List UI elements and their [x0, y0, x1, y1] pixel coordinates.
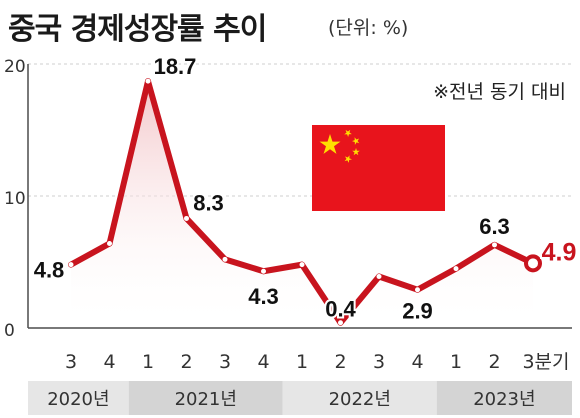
- data-label: 2.9: [402, 299, 433, 324]
- year-band: [128, 381, 283, 415]
- china-flag-icon: [312, 125, 445, 211]
- data-point: [453, 266, 459, 272]
- data-label: 18.7: [154, 54, 197, 79]
- data-point: [184, 215, 189, 221]
- series-segment: [299, 261, 344, 326]
- x-tick-label: 1: [296, 351, 308, 373]
- x-tick-label: 4: [103, 351, 115, 373]
- data-label: 4.3: [248, 284, 279, 309]
- year-band: [282, 381, 437, 415]
- x-tick-label: 2: [334, 351, 346, 373]
- data-point: [68, 262, 74, 268]
- series-segment: [68, 240, 113, 268]
- data-point: [299, 262, 305, 268]
- data-point: [145, 78, 151, 84]
- data-point: [415, 287, 420, 293]
- x-tick-label: 4: [411, 351, 423, 373]
- note-label: ※전년 동기 대비: [433, 81, 566, 103]
- data-point: [338, 320, 343, 326]
- flag-star-icon: [352, 137, 360, 145]
- data-label: 4.8: [34, 258, 65, 283]
- year-band: [28, 381, 129, 415]
- year-label: 2021년: [175, 389, 237, 410]
- series-segment: [453, 241, 498, 272]
- x-tick-label: 1: [142, 351, 154, 373]
- year-label: 2023년: [473, 389, 535, 410]
- x-tick-label: 1: [450, 351, 462, 373]
- y-tick-label: 20: [4, 57, 26, 77]
- series-segment: [222, 256, 267, 275]
- unit-label: (단위: %): [328, 17, 409, 39]
- year-label: 2022년: [329, 389, 391, 410]
- x-tick-label: 3: [373, 351, 385, 373]
- series-segment: [337, 273, 382, 326]
- data-point: [107, 241, 112, 247]
- data-label: 0.4: [325, 297, 356, 322]
- data-point: [376, 274, 382, 280]
- year-band: [436, 381, 572, 415]
- series-area: [71, 81, 533, 328]
- series-segment: [376, 273, 421, 293]
- x-tick-label: 3분기: [522, 351, 569, 373]
- data-label: 6.3: [479, 214, 510, 239]
- series-segment: [183, 215, 228, 263]
- flag-star-icon: [344, 155, 352, 163]
- x-tick-label: 2: [180, 351, 192, 373]
- data-point: [524, 254, 542, 273]
- series-segment: [414, 265, 459, 293]
- flag-star-icon: [319, 134, 341, 154]
- x-tick-label: 4: [257, 351, 269, 373]
- data-point: [492, 242, 497, 248]
- data-label: 4.9: [542, 238, 577, 266]
- data-point: [261, 268, 266, 274]
- y-tick-label: 10: [4, 189, 26, 209]
- data-point: [222, 256, 228, 262]
- year-label: 2020년: [47, 389, 109, 410]
- x-tick-label: 3: [65, 351, 77, 373]
- chart-title: 중국 경제성장률 추이: [8, 12, 267, 47]
- y-tick-label: 0: [4, 321, 15, 341]
- series-segment: [260, 261, 305, 275]
- x-tick-label: 3: [219, 351, 231, 373]
- series-segment: [106, 78, 151, 247]
- data-label: 8.3: [193, 190, 224, 215]
- flag-star-icon: [352, 148, 360, 156]
- x-tick-label: 2: [488, 351, 500, 373]
- series-segment: [145, 78, 190, 222]
- flag-star-icon: [344, 129, 352, 137]
